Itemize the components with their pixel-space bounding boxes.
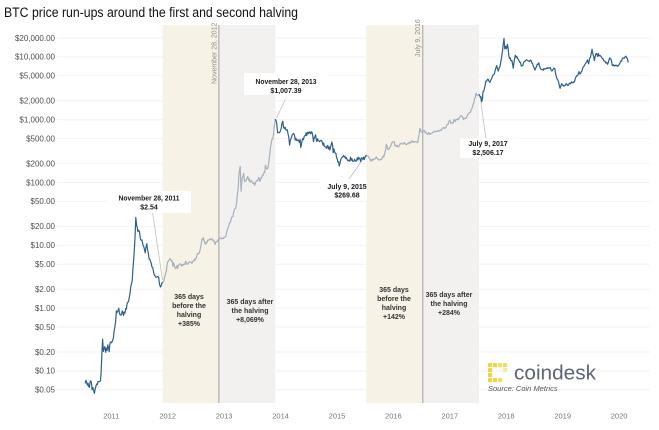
svg-text:$2,506.17: $2,506.17 — [472, 150, 503, 157]
svg-text:365 days: 365 days — [174, 294, 204, 301]
svg-text:halving: halving — [382, 305, 407, 312]
svg-text:$1.00: $1.00 — [35, 304, 56, 313]
svg-text:$2,000.00: $2,000.00 — [19, 97, 55, 106]
svg-text:$0.20: $0.20 — [35, 348, 56, 357]
svg-text:November 28, 2011: November 28, 2011 — [119, 196, 180, 203]
svg-text:$1,007.39: $1,007.39 — [270, 88, 301, 95]
svg-text:2018: 2018 — [498, 412, 515, 421]
svg-text:$2.54: $2.54 — [140, 205, 158, 212]
svg-text:+284%: +284% — [438, 310, 461, 317]
svg-text:365 days after: 365 days after — [227, 299, 274, 306]
svg-text:the halving: the halving — [232, 308, 269, 315]
svg-text:November 28, 2012: November 28, 2012 — [212, 22, 219, 84]
svg-text:coindesk: coindesk — [514, 363, 597, 385]
svg-text:2012: 2012 — [159, 412, 176, 421]
svg-text:November 28, 2013: November 28, 2013 — [256, 79, 317, 86]
svg-text:+142%: +142% — [383, 314, 406, 321]
svg-text:$5.00: $5.00 — [35, 260, 56, 269]
svg-text:before the: before the — [172, 303, 206, 310]
svg-text:$20.00: $20.00 — [31, 222, 56, 231]
svg-text:$1,000.00: $1,000.00 — [19, 116, 55, 125]
svg-text:BTC price run-ups around the f: BTC price run-ups around the first and s… — [4, 5, 298, 20]
svg-text:2020: 2020 — [611, 412, 628, 421]
svg-text:Source: Coin Metrics: Source: Coin Metrics — [488, 384, 558, 393]
svg-text:2019: 2019 — [554, 412, 571, 421]
svg-text:$20,000.00: $20,000.00 — [15, 34, 56, 43]
svg-text:halving: halving — [177, 312, 202, 319]
svg-text:July 9, 2016: July 9, 2016 — [415, 19, 422, 57]
svg-text:2011: 2011 — [103, 412, 119, 421]
svg-text:July 9, 2017: July 9, 2017 — [468, 141, 507, 148]
svg-text:$0.05: $0.05 — [35, 386, 56, 395]
svg-text:$269.68: $269.68 — [334, 193, 359, 200]
svg-text:2015: 2015 — [329, 412, 346, 421]
svg-text:the halving: the halving — [431, 301, 468, 308]
svg-text:$10.00: $10.00 — [31, 241, 56, 250]
svg-text:2016: 2016 — [385, 412, 402, 421]
svg-text:$2.00: $2.00 — [35, 285, 56, 294]
svg-text:$0.10: $0.10 — [35, 367, 56, 376]
svg-text:before the: before the — [377, 296, 411, 303]
svg-text:2013: 2013 — [216, 412, 233, 421]
svg-text:$0.50: $0.50 — [35, 323, 56, 332]
svg-text:365 days after: 365 days after — [426, 292, 473, 299]
svg-text:+8,069%: +8,069% — [236, 317, 265, 324]
svg-text:$50.00: $50.00 — [31, 197, 56, 206]
svg-text:$100.00: $100.00 — [26, 178, 55, 187]
svg-text:July 9, 2015: July 9, 2015 — [327, 184, 366, 191]
svg-text:$5,000.00: $5,000.00 — [19, 72, 55, 81]
svg-text:$10,000.00: $10,000.00 — [15, 53, 56, 62]
svg-text:2017: 2017 — [441, 412, 458, 421]
svg-text:$500.00: $500.00 — [26, 134, 55, 143]
svg-text:2014: 2014 — [272, 412, 289, 421]
svg-text:$200.00: $200.00 — [26, 159, 55, 168]
svg-text:365 days: 365 days — [379, 287, 409, 294]
svg-text:+385%: +385% — [178, 321, 201, 328]
